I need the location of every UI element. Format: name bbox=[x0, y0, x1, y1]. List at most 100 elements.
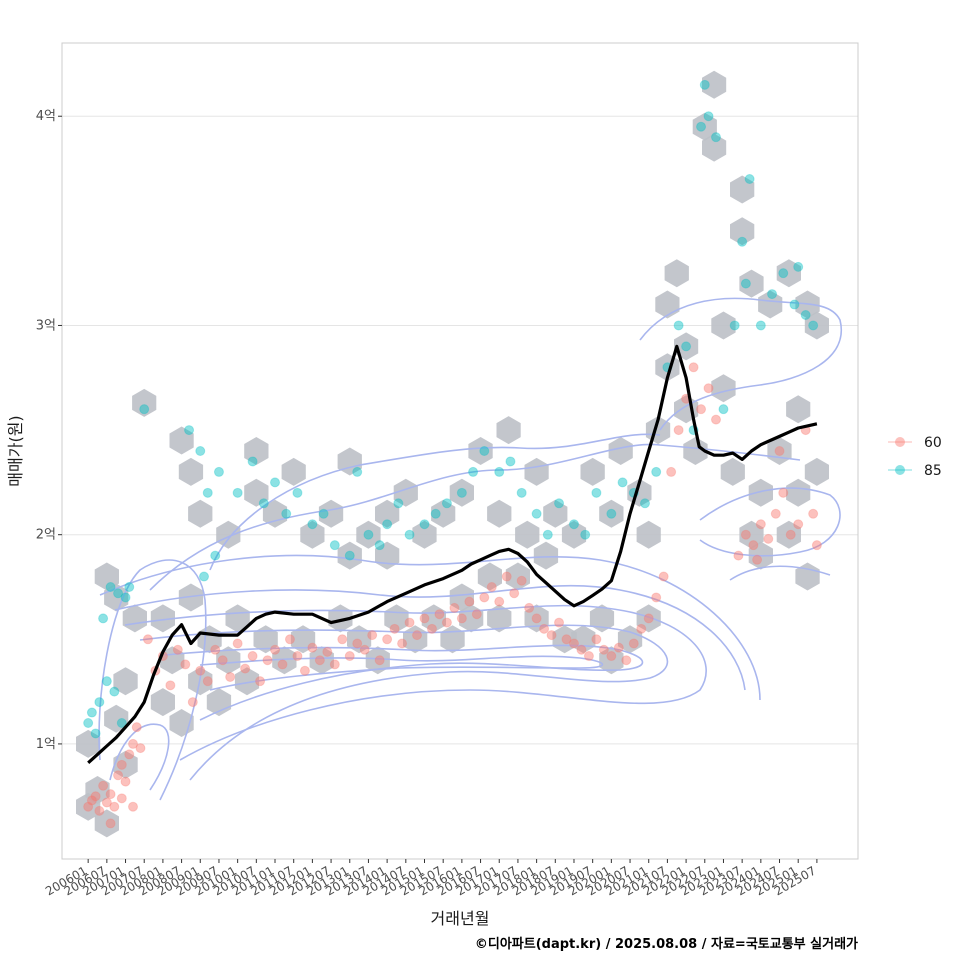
point-60 bbox=[255, 676, 266, 687]
contour-line bbox=[639, 297, 843, 431]
hex-bin bbox=[786, 478, 811, 507]
point-60 bbox=[101, 797, 112, 808]
point-85 bbox=[542, 529, 553, 540]
hex-bin bbox=[487, 604, 512, 633]
point-85 bbox=[516, 487, 527, 498]
point-60 bbox=[733, 550, 744, 561]
point-60 bbox=[479, 592, 490, 603]
hex-bin bbox=[104, 704, 129, 733]
point-60 bbox=[135, 743, 146, 754]
hex-bin bbox=[122, 604, 147, 633]
hex-bin bbox=[356, 520, 381, 549]
legend: 60 85 bbox=[888, 435, 942, 479]
point-60 bbox=[397, 638, 408, 649]
point-60 bbox=[419, 613, 430, 624]
point-60 bbox=[673, 425, 684, 436]
point-60 bbox=[710, 414, 721, 425]
hex-bin bbox=[318, 499, 344, 528]
hex-bin bbox=[795, 562, 820, 591]
y-axis-title: 매매가(원) bbox=[6, 415, 25, 486]
hex-bin bbox=[720, 457, 745, 486]
point-60 bbox=[307, 642, 318, 653]
point-85 bbox=[374, 540, 385, 551]
trend-line bbox=[87, 344, 818, 764]
point-60 bbox=[109, 801, 120, 812]
point-60 bbox=[195, 665, 206, 676]
point-60 bbox=[591, 634, 602, 645]
point-85 bbox=[393, 498, 404, 509]
point-60 bbox=[703, 383, 714, 394]
point-60 bbox=[486, 582, 497, 592]
point-85 bbox=[793, 261, 804, 272]
point-60 bbox=[583, 651, 594, 662]
point-60 bbox=[621, 655, 632, 666]
point-60 bbox=[613, 642, 624, 653]
point-60 bbox=[382, 634, 393, 645]
point-60 bbox=[763, 533, 774, 544]
point-60 bbox=[808, 508, 819, 519]
point-60 bbox=[131, 722, 142, 733]
hex-bin bbox=[150, 688, 175, 717]
legend-label-85: 85 bbox=[924, 463, 942, 479]
hex-bin bbox=[711, 374, 736, 403]
point-60 bbox=[124, 749, 135, 760]
hex-bin bbox=[412, 520, 437, 549]
contour-line bbox=[199, 655, 604, 691]
point-85 bbox=[505, 456, 516, 467]
hex-bin bbox=[589, 604, 615, 633]
hex-bin bbox=[692, 112, 717, 141]
point-85 bbox=[213, 466, 224, 477]
trend-layer bbox=[87, 344, 818, 764]
legend-key-85 bbox=[895, 465, 905, 475]
point-85 bbox=[318, 508, 329, 519]
hex-bin bbox=[702, 133, 727, 162]
hex-bin bbox=[216, 646, 241, 675]
point-60 bbox=[658, 571, 669, 582]
point-85 bbox=[681, 341, 692, 352]
point-85 bbox=[591, 487, 602, 498]
point-85 bbox=[456, 487, 467, 498]
hex-bin bbox=[580, 457, 605, 486]
point-60 bbox=[524, 602, 535, 613]
point-60 bbox=[464, 596, 475, 607]
point-60 bbox=[142, 634, 153, 645]
hex-bin bbox=[375, 499, 400, 528]
point-85 bbox=[755, 320, 766, 331]
contour-line bbox=[729, 565, 831, 581]
point-85 bbox=[800, 310, 811, 320]
hex-bin bbox=[178, 583, 204, 612]
point-60 bbox=[187, 697, 198, 708]
x-axis: 2006012006072007012007072008012008072009… bbox=[43, 859, 818, 899]
point-85 bbox=[617, 477, 628, 488]
hex-bin bbox=[776, 520, 801, 549]
point-85 bbox=[86, 707, 97, 718]
hex-bin bbox=[132, 388, 157, 417]
point-60 bbox=[329, 659, 340, 670]
hex-bin bbox=[496, 416, 521, 445]
point-60 bbox=[509, 588, 520, 599]
hex-bin bbox=[786, 395, 811, 424]
point-85 bbox=[184, 425, 195, 436]
hex-bin bbox=[515, 520, 540, 549]
hex-bin bbox=[337, 541, 362, 570]
hex-bin bbox=[533, 541, 559, 570]
point-85 bbox=[94, 697, 105, 708]
point-60 bbox=[606, 651, 617, 662]
point-85 bbox=[494, 466, 505, 477]
point-85 bbox=[468, 466, 479, 477]
hex-bin bbox=[244, 478, 269, 507]
hex-bin bbox=[216, 520, 241, 549]
point-60 bbox=[314, 655, 325, 666]
point-85 bbox=[292, 487, 303, 498]
point-60 bbox=[352, 638, 363, 649]
contour-line bbox=[209, 433, 661, 571]
point-85 bbox=[699, 79, 710, 90]
point-85 bbox=[307, 519, 318, 530]
point-60 bbox=[501, 571, 512, 582]
point-60 bbox=[740, 529, 751, 540]
hex-bin bbox=[730, 217, 755, 246]
point-85 bbox=[651, 466, 662, 477]
hex-bin bbox=[169, 426, 194, 455]
hex-bin bbox=[300, 520, 325, 549]
